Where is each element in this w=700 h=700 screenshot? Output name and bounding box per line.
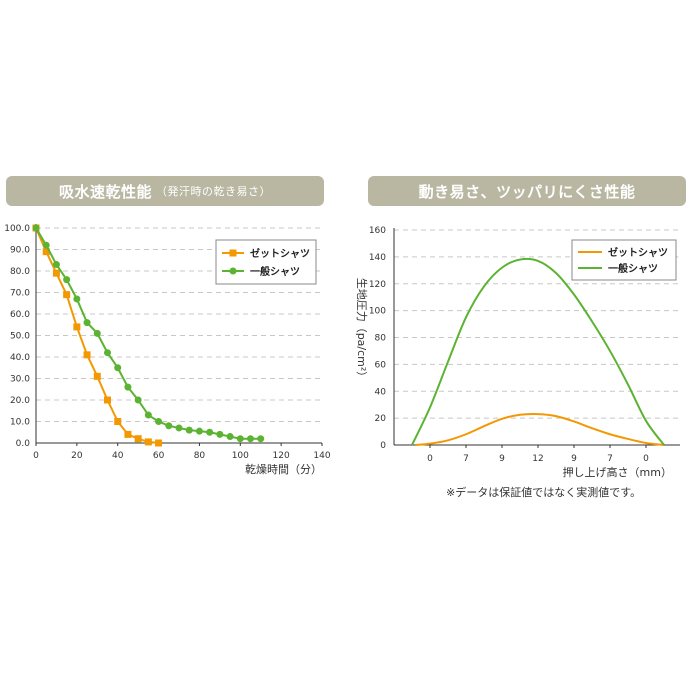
right-y-axis-title: 生地圧力（pa/cm²）	[355, 278, 369, 383]
right-legend-label: ゼットシャツ	[608, 246, 668, 259]
right-chart-title: 動き易さ、ツッパリにくさ性能	[418, 182, 636, 201]
left-data-point-general	[73, 295, 81, 303]
left-data-point-general	[206, 428, 214, 436]
left-data-point-general	[236, 435, 244, 443]
right-y-tick-label: 160	[369, 226, 386, 236]
left-data-point-general	[104, 349, 111, 357]
left-data-point-zet	[155, 439, 163, 447]
right-chart-banner: 動き易さ、ツッパリにくさ性能	[368, 176, 686, 206]
left-data-point-zet	[52, 269, 60, 277]
left-x-tick-label: 20	[71, 451, 83, 461]
left-x-tick-label: 140	[313, 451, 330, 461]
left-data-point-general	[124, 383, 132, 391]
left-y-tick-label: 0.0	[16, 439, 31, 449]
left-data-point-zet	[93, 372, 101, 380]
left-y-tick-label: 30.0	[10, 375, 30, 385]
left-x-tick-label: 60	[153, 451, 165, 461]
left-legend-marker	[229, 267, 237, 275]
right-x-tick-label: 12	[532, 454, 543, 464]
left-data-point-general	[216, 430, 224, 438]
left-data-point-general	[226, 433, 234, 441]
right-y-tick-label: 120	[369, 280, 386, 290]
right-legend-box	[571, 239, 677, 281]
left-data-point-general	[114, 364, 122, 372]
right-x-tick-label: 0	[643, 454, 649, 464]
left-data-point-general	[93, 329, 101, 337]
left-legend-marker	[229, 249, 237, 257]
left-y-tick-label: 70.0	[10, 289, 30, 299]
left-y-tick-label: 60.0	[10, 310, 30, 320]
left-y-tick-label: 10.0	[10, 418, 30, 428]
left-data-point-general	[144, 411, 152, 419]
left-x-tick-label: 40	[112, 451, 124, 461]
left-legend-label: ゼットシャツ	[250, 247, 310, 260]
left-data-point-general	[63, 276, 71, 284]
left-x-tick-label: 80	[194, 451, 206, 461]
left-data-point-zet	[73, 323, 81, 331]
right-x-tick-label: 9	[499, 454, 505, 464]
left-data-point-zet	[42, 248, 50, 256]
measurement-note: ※データは保証値ではなく実測値です。	[446, 486, 642, 499]
left-data-point-zet	[63, 291, 71, 299]
left-legend-label: 一般シャツ	[250, 265, 300, 278]
left-chart-banner: 吸水速乾性能 （発汗時の乾き易さ）	[6, 176, 324, 206]
left-chart-subtitle: （発汗時の乾き易さ）	[156, 185, 271, 198]
left-data-point-general	[165, 422, 173, 430]
left-data-point-general	[134, 396, 142, 404]
left-data-point-zet	[144, 438, 152, 446]
right-x-tick-label: 9	[571, 454, 577, 464]
right-x-tick-label: 7	[607, 454, 613, 464]
right-x-tick-label: 0	[427, 454, 433, 464]
left-y-tick-label: 100.0	[4, 224, 30, 234]
left-y-tick-label: 20.0	[10, 396, 30, 406]
right-series-curve-general	[411, 257, 665, 446]
left-y-tick-label: 80.0	[10, 267, 30, 277]
left-data-point-zet	[134, 435, 142, 443]
left-data-point-zet	[124, 430, 132, 438]
left-data-point-general	[52, 261, 60, 269]
left-x-axis-title: 乾燥時間（分）	[245, 463, 322, 476]
right-y-tick-label: 60	[375, 360, 387, 370]
left-y-tick-label: 90.0	[10, 246, 30, 256]
right-y-tick-label: 0	[380, 441, 386, 451]
left-x-tick-label: 120	[273, 451, 290, 461]
left-data-point-general	[83, 319, 91, 327]
left-data-point-zet	[114, 418, 122, 425]
left-y-tick-label: 50.0	[10, 332, 30, 342]
left-data-point-zet	[83, 351, 91, 359]
left-data-point-general	[185, 426, 193, 434]
right-x-tick-label: 7	[463, 454, 469, 464]
left-data-point-general	[257, 435, 265, 443]
left-y-tick-label: 40.0	[10, 353, 30, 363]
left-data-point-general	[195, 427, 203, 435]
left-x-tick-label: 0	[33, 451, 39, 461]
left-x-tick-label: 100	[232, 451, 249, 461]
right-x-axis-title: 押し上げ高さ（mm）	[563, 465, 672, 479]
left-chart-title: 吸水速乾性能	[58, 182, 152, 201]
left-legend-box	[215, 239, 317, 285]
right-y-tick-label: 40	[375, 387, 387, 397]
left-data-point-general	[155, 418, 163, 425]
left-data-point-general	[32, 224, 40, 232]
left-data-point-zet	[104, 396, 111, 404]
right-series-curve-zet	[415, 412, 665, 446]
right-y-tick-label: 80	[375, 334, 387, 344]
right-y-tick-label: 100	[369, 307, 386, 317]
right-y-tick-label: 20	[375, 414, 387, 424]
right-y-tick-label: 140	[369, 253, 386, 263]
left-data-point-general	[247, 435, 254, 443]
left-data-point-general	[175, 424, 183, 432]
left-data-point-general	[42, 241, 50, 249]
right-legend-label: 一般シャツ	[608, 262, 658, 275]
